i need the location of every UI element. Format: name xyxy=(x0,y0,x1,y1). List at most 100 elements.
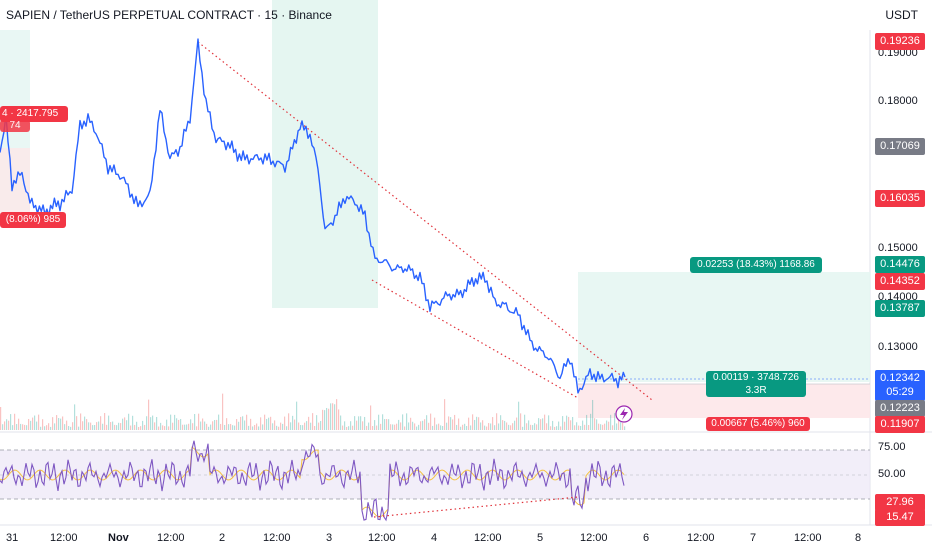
volume-bar xyxy=(532,425,534,430)
volume-bar xyxy=(170,414,172,430)
middle-green-zone xyxy=(272,0,378,308)
volume-bar xyxy=(600,424,602,430)
volume-bar xyxy=(446,422,448,430)
volume-bar xyxy=(340,415,342,430)
upper-trendline[interactable] xyxy=(197,41,653,401)
volume-bar xyxy=(60,418,62,430)
volume-bar xyxy=(360,416,362,430)
volume-bar xyxy=(300,424,302,430)
time-tick: 12:00 xyxy=(580,532,608,544)
volume-bar xyxy=(116,425,118,430)
volume-bar xyxy=(540,419,542,430)
target-position-label[interactable]: 0.02253 (18.43%) 1168.86 xyxy=(690,257,822,273)
volume-bar xyxy=(448,416,450,430)
volume-bar xyxy=(260,417,262,430)
volume-bar xyxy=(262,424,264,430)
volume-bar xyxy=(102,423,104,430)
volume-bar xyxy=(64,424,66,430)
volume-bar xyxy=(550,426,552,430)
volume-bar xyxy=(390,424,392,430)
volume-bar xyxy=(476,416,478,430)
volume-bar xyxy=(392,424,394,430)
time-tick: 8 xyxy=(855,532,862,544)
volume-bar xyxy=(326,407,328,430)
entry-position-label[interactable]: 0.00119 · 3748.726 xyxy=(706,371,806,384)
left-stop-label[interactable]: (8.06%) 985 xyxy=(0,212,66,228)
volume-bar xyxy=(166,419,168,430)
volume-bar xyxy=(308,416,310,430)
volume-bar xyxy=(168,426,170,430)
volume-bar xyxy=(276,425,278,430)
volume-bar xyxy=(298,422,300,430)
volume-bar xyxy=(36,421,38,430)
volume-bar xyxy=(466,426,468,430)
volume-bar xyxy=(366,425,368,430)
volume-bar xyxy=(140,426,142,430)
volume-bar xyxy=(12,425,14,430)
volume-bar xyxy=(72,422,74,430)
volume-bar xyxy=(478,417,480,430)
volume-bar xyxy=(248,425,250,430)
volume-bar xyxy=(572,416,574,430)
volume-bar xyxy=(14,413,16,430)
volume-bar xyxy=(586,414,588,430)
volume-bar xyxy=(200,421,202,430)
volume-bar xyxy=(306,421,308,430)
volume-bar xyxy=(504,420,506,430)
volume-bar xyxy=(304,422,306,430)
left-position-label[interactable]: 4 · 2417.795 xyxy=(0,106,68,122)
price-line xyxy=(0,38,626,394)
volume-bar xyxy=(194,414,196,430)
volume-bar xyxy=(86,419,88,430)
volume-bar xyxy=(98,421,100,430)
volume-bar xyxy=(562,416,564,430)
volume-bar xyxy=(580,425,582,430)
volume-bar xyxy=(242,416,244,430)
volume-bar xyxy=(214,420,216,430)
volume-bar xyxy=(616,423,618,430)
left-red-zone xyxy=(0,148,30,218)
volume-bar xyxy=(160,422,162,430)
volume-bar xyxy=(594,418,596,430)
rsi-line xyxy=(0,440,625,522)
volume-bar xyxy=(258,426,260,430)
volume-bar xyxy=(202,418,204,430)
volume-bar xyxy=(172,422,174,430)
volume-bar xyxy=(40,426,42,430)
volume-bar xyxy=(460,426,462,430)
volume-bar xyxy=(394,424,396,430)
rsi-value-label: 15.47 xyxy=(875,509,925,526)
volume-bar xyxy=(266,418,268,430)
volume-bar xyxy=(122,418,124,430)
volume-bar xyxy=(368,422,370,430)
volume-bar xyxy=(246,414,248,430)
target-profit-zone[interactable] xyxy=(578,272,870,382)
volume-bar xyxy=(378,414,380,430)
time-tick: 12:00 xyxy=(157,532,185,544)
volume-bar xyxy=(156,417,158,430)
volume-bar xyxy=(470,425,472,430)
volume-bar xyxy=(398,419,400,430)
volume-bar xyxy=(264,414,266,430)
volume-bar xyxy=(474,419,476,430)
volume-bar xyxy=(220,423,222,430)
stop-price-label: 0.16035 xyxy=(875,190,925,207)
price-tick: 0.19000 xyxy=(878,47,918,59)
volume-bar xyxy=(226,418,228,430)
volume-bar xyxy=(78,426,80,430)
lightning-icon[interactable] xyxy=(615,405,633,423)
time-tick: 7 xyxy=(750,532,757,544)
volume-bar xyxy=(402,414,404,430)
rsi-divergence-line[interactable] xyxy=(373,496,579,518)
currency-selector[interactable]: USDT xyxy=(885,8,918,22)
stop-position-label[interactable]: 0.00667 (5.46%) 960 xyxy=(706,417,810,431)
volume-bar xyxy=(208,426,210,430)
time-tick: 31 xyxy=(6,532,19,544)
volume-bar xyxy=(254,424,256,430)
volume-bar xyxy=(526,423,528,430)
volume-bar xyxy=(70,426,72,430)
volume-bar xyxy=(380,423,382,430)
volume-bar xyxy=(20,423,22,430)
lower-trendline[interactable] xyxy=(371,279,579,399)
